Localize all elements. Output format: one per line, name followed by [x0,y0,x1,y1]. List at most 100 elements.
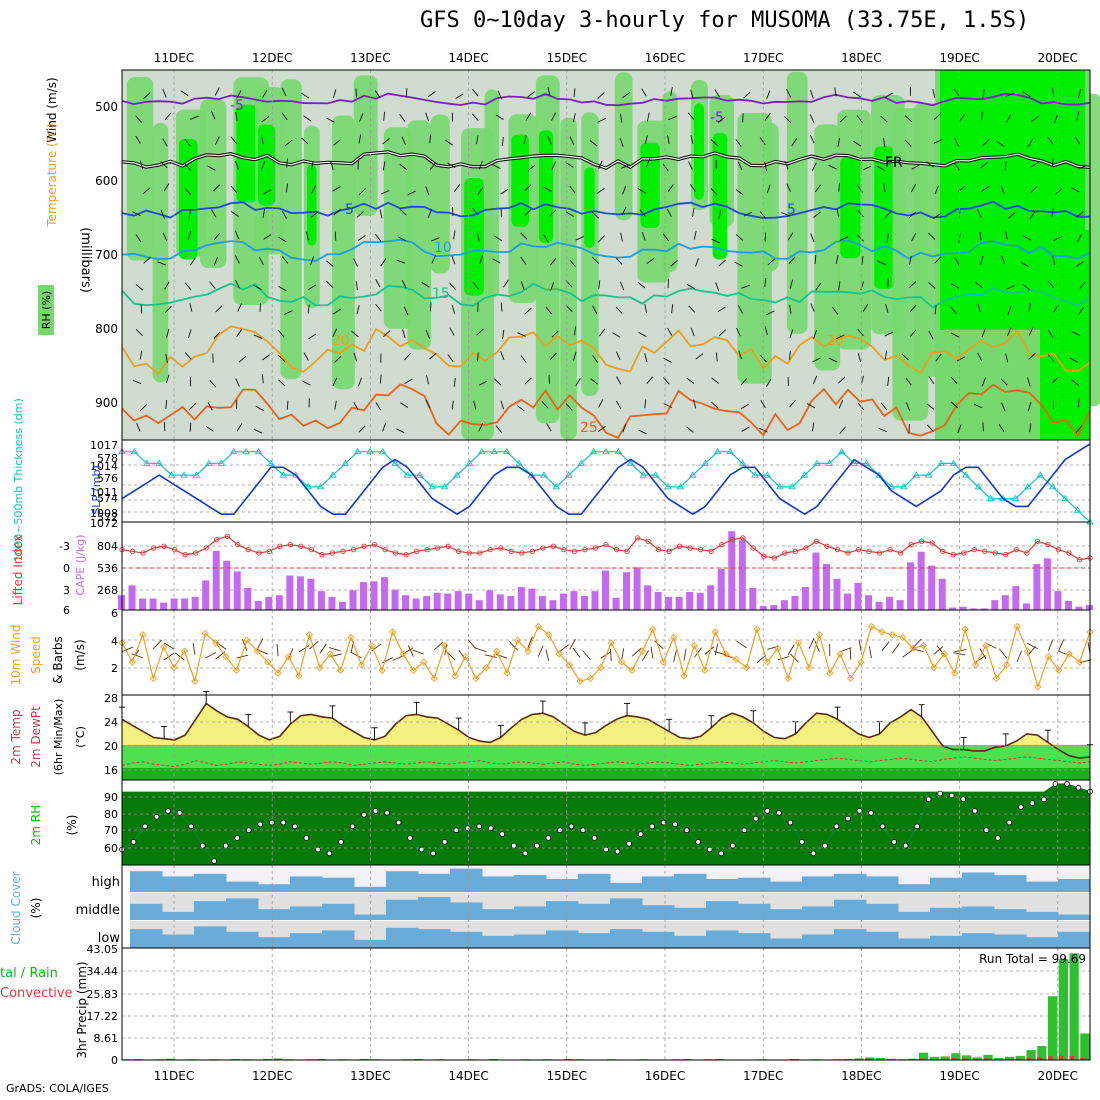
isotherm-line [121,325,1091,375]
wind-barb [546,423,552,432]
wind-barb [449,327,455,336]
wind-barb [569,259,576,268]
wind-barb [668,115,677,121]
wind-barb [237,303,242,312]
cape-bar [254,600,262,610]
wind-barb [326,260,334,267]
cape-bar [559,593,567,610]
wind-barb [644,303,648,313]
rh2m-area [122,783,1090,865]
cape-bar [423,596,431,610]
wind-barb [235,279,240,289]
cape-bar [886,596,894,610]
cloud-bar [834,929,867,948]
lifted-index-marker [824,543,830,549]
wind10-marker [441,642,449,650]
wind-barb [926,161,934,168]
wind-barb [839,236,849,241]
lifted-index-marker [466,550,472,556]
rh-high-region [640,142,660,228]
lifted-index-marker [435,545,441,551]
thickness-marker [974,482,983,490]
cloud-bar [322,877,355,892]
wind10-barb [236,654,249,659]
thickness-marker [366,447,374,455]
t2m-area [122,703,1090,745]
wind10-marker [628,666,636,674]
cloud-bar [674,907,707,920]
thickness-marker [937,459,945,466]
cloud-bar [578,873,611,892]
wind-barb [954,162,961,171]
lifted-index-marker [403,552,409,558]
wind-barb [523,135,527,145]
cloud-bar [290,906,323,920]
lifted-index-tick: -3 [59,540,70,553]
wind-barb [1007,327,1012,337]
rh-mid-region [763,122,779,272]
thickness-marker [775,482,784,490]
bottom-date-label: 18DEC [841,1069,881,1083]
thickness-marker [676,482,685,490]
cape-tick: 804 [97,540,118,553]
wind10-tick: 4 [111,635,118,648]
bottom-date-label: 19DEC [939,1069,979,1083]
rh2m-axis-label: 2m RH [29,805,43,846]
rh2m-tick: 80 [104,808,118,821]
wind-barb [263,234,272,240]
precip-conv-bar [1015,1058,1021,1060]
cloud-axis-unit: (%) [29,898,43,919]
wind10-marker [763,658,771,666]
rh2m-marker [937,790,943,797]
precip-conv-bar [929,1058,935,1060]
lifted-index-marker [235,541,241,548]
rh-mid-region [383,127,413,329]
wind-barb [834,87,837,97]
wind-barb [740,403,749,410]
wind-barb [135,115,142,123]
rh-high-region [874,146,895,289]
wind-barb [622,92,631,99]
thickness-marker [838,447,846,455]
wind-barb [932,88,936,98]
wind10-marker [336,666,345,674]
precip-tick: 17.22 [87,1010,119,1023]
rh2m-marker [199,842,206,849]
lifted-index-marker [698,547,704,553]
wind10-barb [446,651,456,661]
precip-frame [121,947,1091,1061]
wind10-marker [430,674,438,683]
precip-bar [1069,953,1079,1060]
wind-barb [253,428,263,434]
thickness-marker [304,482,312,490]
rh2m-marker [568,823,575,830]
wind-barb [305,231,309,241]
wind-barb [205,426,214,432]
wind-barb [620,164,630,169]
wind10-marker [1023,647,1032,655]
wind-axis-label: Wind (m/s) [45,77,59,142]
cape-bar [381,577,389,610]
cloud-bar [386,899,419,920]
cape-bar [654,591,662,610]
rh-mid-region [535,75,560,424]
cloud-row-label: low [98,931,121,946]
rh-mid-region [353,75,378,216]
cloud-bar [994,934,1027,948]
wind10-marker [1003,661,1011,669]
wind-barb [767,258,775,266]
thickness-marker [664,482,672,490]
thickness-marker [862,459,871,466]
cloud-bar [162,911,195,920]
wind10-marker [826,669,834,677]
wind-barb [477,187,484,196]
cloud-bar [642,931,675,948]
wind-barb [332,308,341,315]
wind-barb [832,306,839,315]
wind10-barb [631,647,642,657]
wind10-barb [537,645,544,657]
cape-bar [580,596,588,610]
wind10-barb [392,655,404,661]
wind10-barb [412,649,425,655]
